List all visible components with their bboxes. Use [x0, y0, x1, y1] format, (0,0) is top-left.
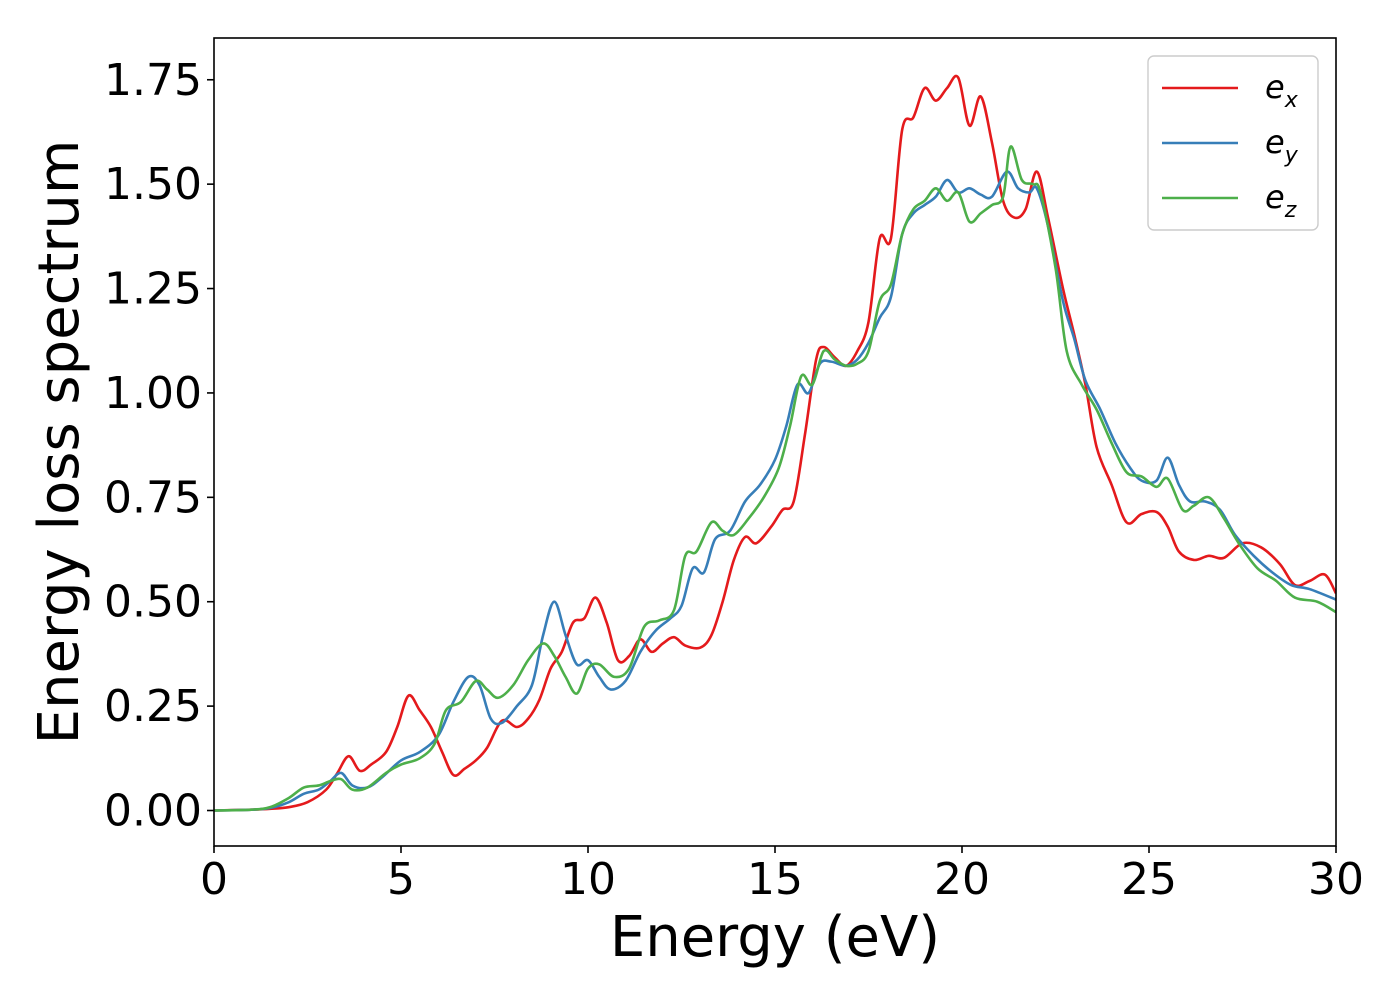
y-tick-label: 0.75	[104, 472, 202, 523]
y-tick-label: 0.50	[104, 577, 202, 628]
x-tick-label: 10	[560, 854, 616, 905]
legend-label-z: ez	[1265, 178, 1297, 223]
x-tick-label: 25	[1121, 854, 1177, 905]
x-tick-label: 15	[747, 854, 803, 905]
y-tick-label: 1.75	[104, 55, 202, 106]
y-tick-label: 1.50	[104, 159, 202, 210]
legend-label-y: ey	[1265, 123, 1299, 168]
y-tick-label: 0.00	[104, 786, 202, 837]
series-line-z	[214, 145, 1336, 812]
series-layer	[214, 74, 1336, 812]
y-axis-label: Energy loss spectrum	[27, 140, 92, 745]
y-tick-label: 1.00	[104, 368, 202, 419]
series-line-x	[214, 74, 1336, 812]
y-axis: 0.00 0.25 0.50 0.75 1.00 1.25 1.50 1.75	[104, 55, 214, 837]
x-tick-label: 30	[1308, 854, 1364, 905]
legend: ex ey ez	[1147, 55, 1319, 231]
x-axis-label: Energy (eV)	[610, 905, 940, 970]
y-tick-label: 0.25	[104, 681, 202, 732]
x-tick-label: 0	[200, 854, 228, 905]
y-tick-label: 1.25	[104, 264, 202, 315]
series-line-y	[214, 170, 1336, 812]
legend-label-x: ex	[1265, 68, 1299, 113]
x-axis: 0 5 10 15 20 25 30	[200, 846, 1364, 905]
x-tick-label: 5	[387, 854, 415, 905]
x-tick-label: 20	[934, 854, 990, 905]
